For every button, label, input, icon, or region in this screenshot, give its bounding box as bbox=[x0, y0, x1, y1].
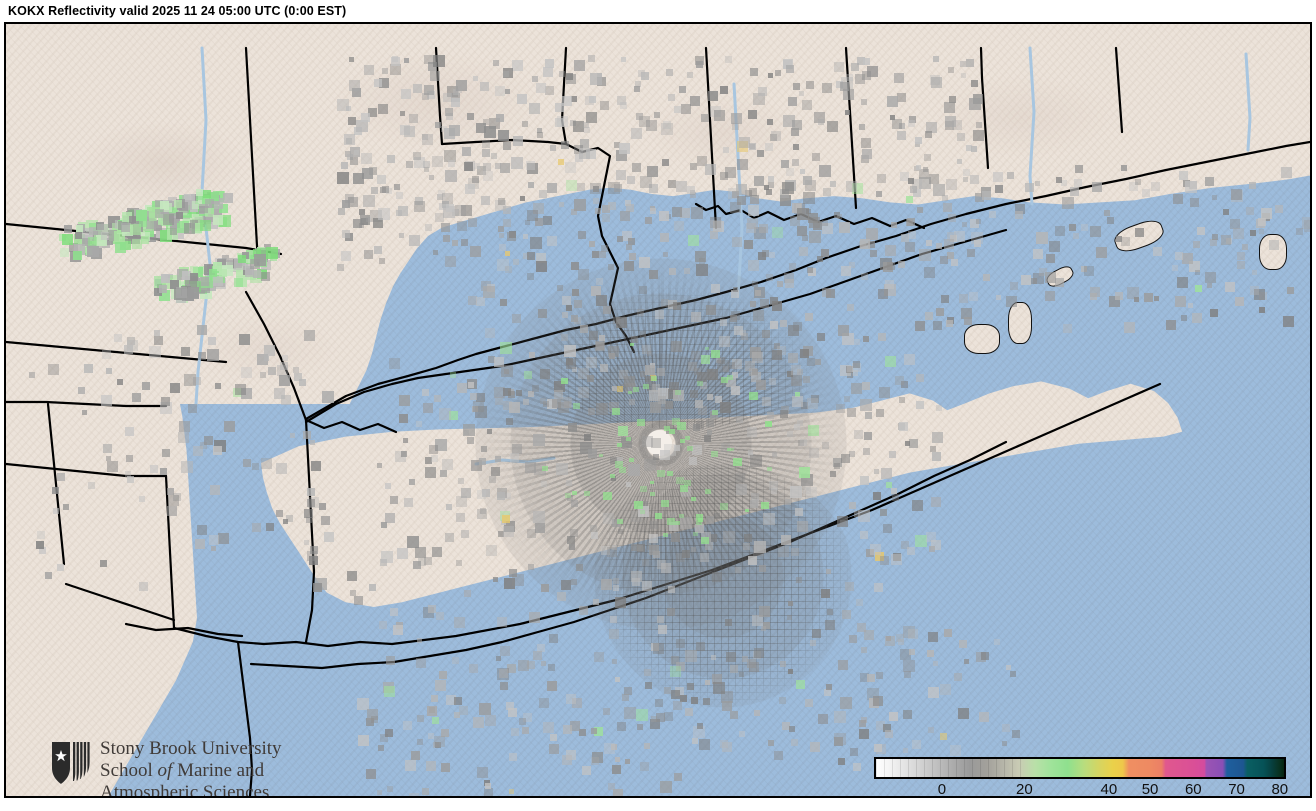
map-frame[interactable]: 0 20 40 50 60 70 80 Stony Brook University Sch… bbox=[4, 22, 1312, 798]
colorbar-tick-0: 0 bbox=[937, 781, 947, 798]
colorbar-ramp bbox=[874, 757, 1286, 779]
page-title: KOKX Reflectivity valid 2025 11 24 05:00… bbox=[8, 4, 347, 18]
colorbar-gradient bbox=[876, 759, 1284, 777]
boundary-layer bbox=[6, 46, 1310, 796]
colorbar-tick-80: 80 bbox=[1271, 781, 1289, 798]
shield-with-star-icon bbox=[52, 742, 90, 784]
island-gardiners bbox=[1008, 302, 1032, 344]
title-bar: KOKX Reflectivity valid 2025 11 24 05:00… bbox=[0, 0, 1316, 22]
colorbar-banding bbox=[876, 759, 1023, 777]
sbu-line-3: Atmospheric Sciences bbox=[100, 782, 270, 798]
sbu-line-1: Stony Brook University bbox=[100, 738, 282, 759]
colorbar-tick-70: 70 bbox=[1228, 781, 1245, 798]
sbu-logo: Stony Brook University School of Marine … bbox=[50, 738, 320, 796]
sbu-line-2-pre: School bbox=[100, 760, 158, 781]
sbu-line-2-post: Marine and bbox=[172, 760, 265, 781]
colorbar-tick-20: 20 bbox=[1016, 781, 1033, 798]
colorbar[interactable]: 0 20 40 50 60 70 80 bbox=[874, 757, 1290, 798]
echo-cell bbox=[461, 796, 468, 798]
colorbar-tick-40: 40 bbox=[1100, 781, 1118, 798]
sbu-line-2-em: of bbox=[157, 760, 173, 781]
map-canvas[interactable] bbox=[6, 24, 1310, 796]
sbu-line-2: School of Marine and bbox=[100, 760, 340, 782]
island-shelter bbox=[964, 324, 1000, 354]
sbu-logo-text: Stony Brook University School of Marine … bbox=[100, 738, 340, 798]
colorbar-tick-50: 50 bbox=[1141, 781, 1159, 798]
colorbar-tick-60: 60 bbox=[1184, 781, 1202, 798]
